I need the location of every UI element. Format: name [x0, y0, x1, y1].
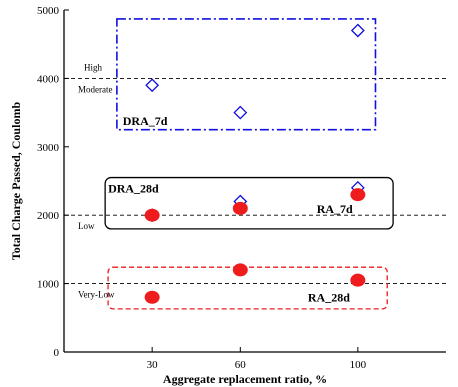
point-dra-7d	[350, 23, 365, 38]
data-marks	[144, 23, 366, 304]
point-dra-7d	[233, 105, 248, 120]
y-tick-label: 0	[54, 347, 60, 359]
y-axis-label: Total Charge Passed, Coulomb	[9, 102, 23, 261]
zone-label: Very-Low	[78, 290, 115, 300]
point-ra-7d	[232, 201, 248, 215]
point-ra-7d	[350, 188, 366, 202]
point-dra-7d	[145, 78, 160, 93]
y-tick-label: 2000	[37, 210, 60, 222]
x-tick-label: 30	[147, 359, 159, 371]
zone-label: Moderate	[78, 84, 112, 94]
zone-label: High	[84, 62, 103, 72]
point-ra-28d	[144, 290, 160, 304]
threshold-lines	[64, 77, 446, 285]
group-label-ra-28d: RA_28d	[308, 290, 350, 304]
y-tick-label: 4000	[37, 73, 60, 85]
point-ra-7d	[144, 208, 160, 222]
zone-labels: High Moderate Low Very-Low	[78, 62, 115, 299]
x-tick-label: 60	[235, 359, 247, 371]
group-label-dra-28d: DRA_28d	[108, 182, 159, 196]
ra-28d-group-box	[107, 266, 388, 310]
x-tick-label: 100	[350, 359, 367, 371]
point-ra-28d	[232, 263, 248, 277]
y-tick-label: 5000	[37, 5, 60, 17]
y-tick-label: 3000	[37, 142, 60, 154]
group-label-dra-7d: DRA_7d	[123, 114, 168, 128]
point-ra-28d	[350, 273, 366, 287]
x-axis-label: Aggregate replacement ratio, %	[163, 372, 327, 386]
group-label-ra-7d: RA_7d	[317, 202, 353, 216]
y-tick-label: 1000	[37, 279, 60, 291]
dra-7d-group-box	[116, 18, 377, 131]
axes: 0 1000 2000 3000 4000 5000 30 60 100	[37, 5, 446, 371]
zone-label: Low	[78, 221, 95, 231]
day-28-group-box	[104, 176, 394, 230]
